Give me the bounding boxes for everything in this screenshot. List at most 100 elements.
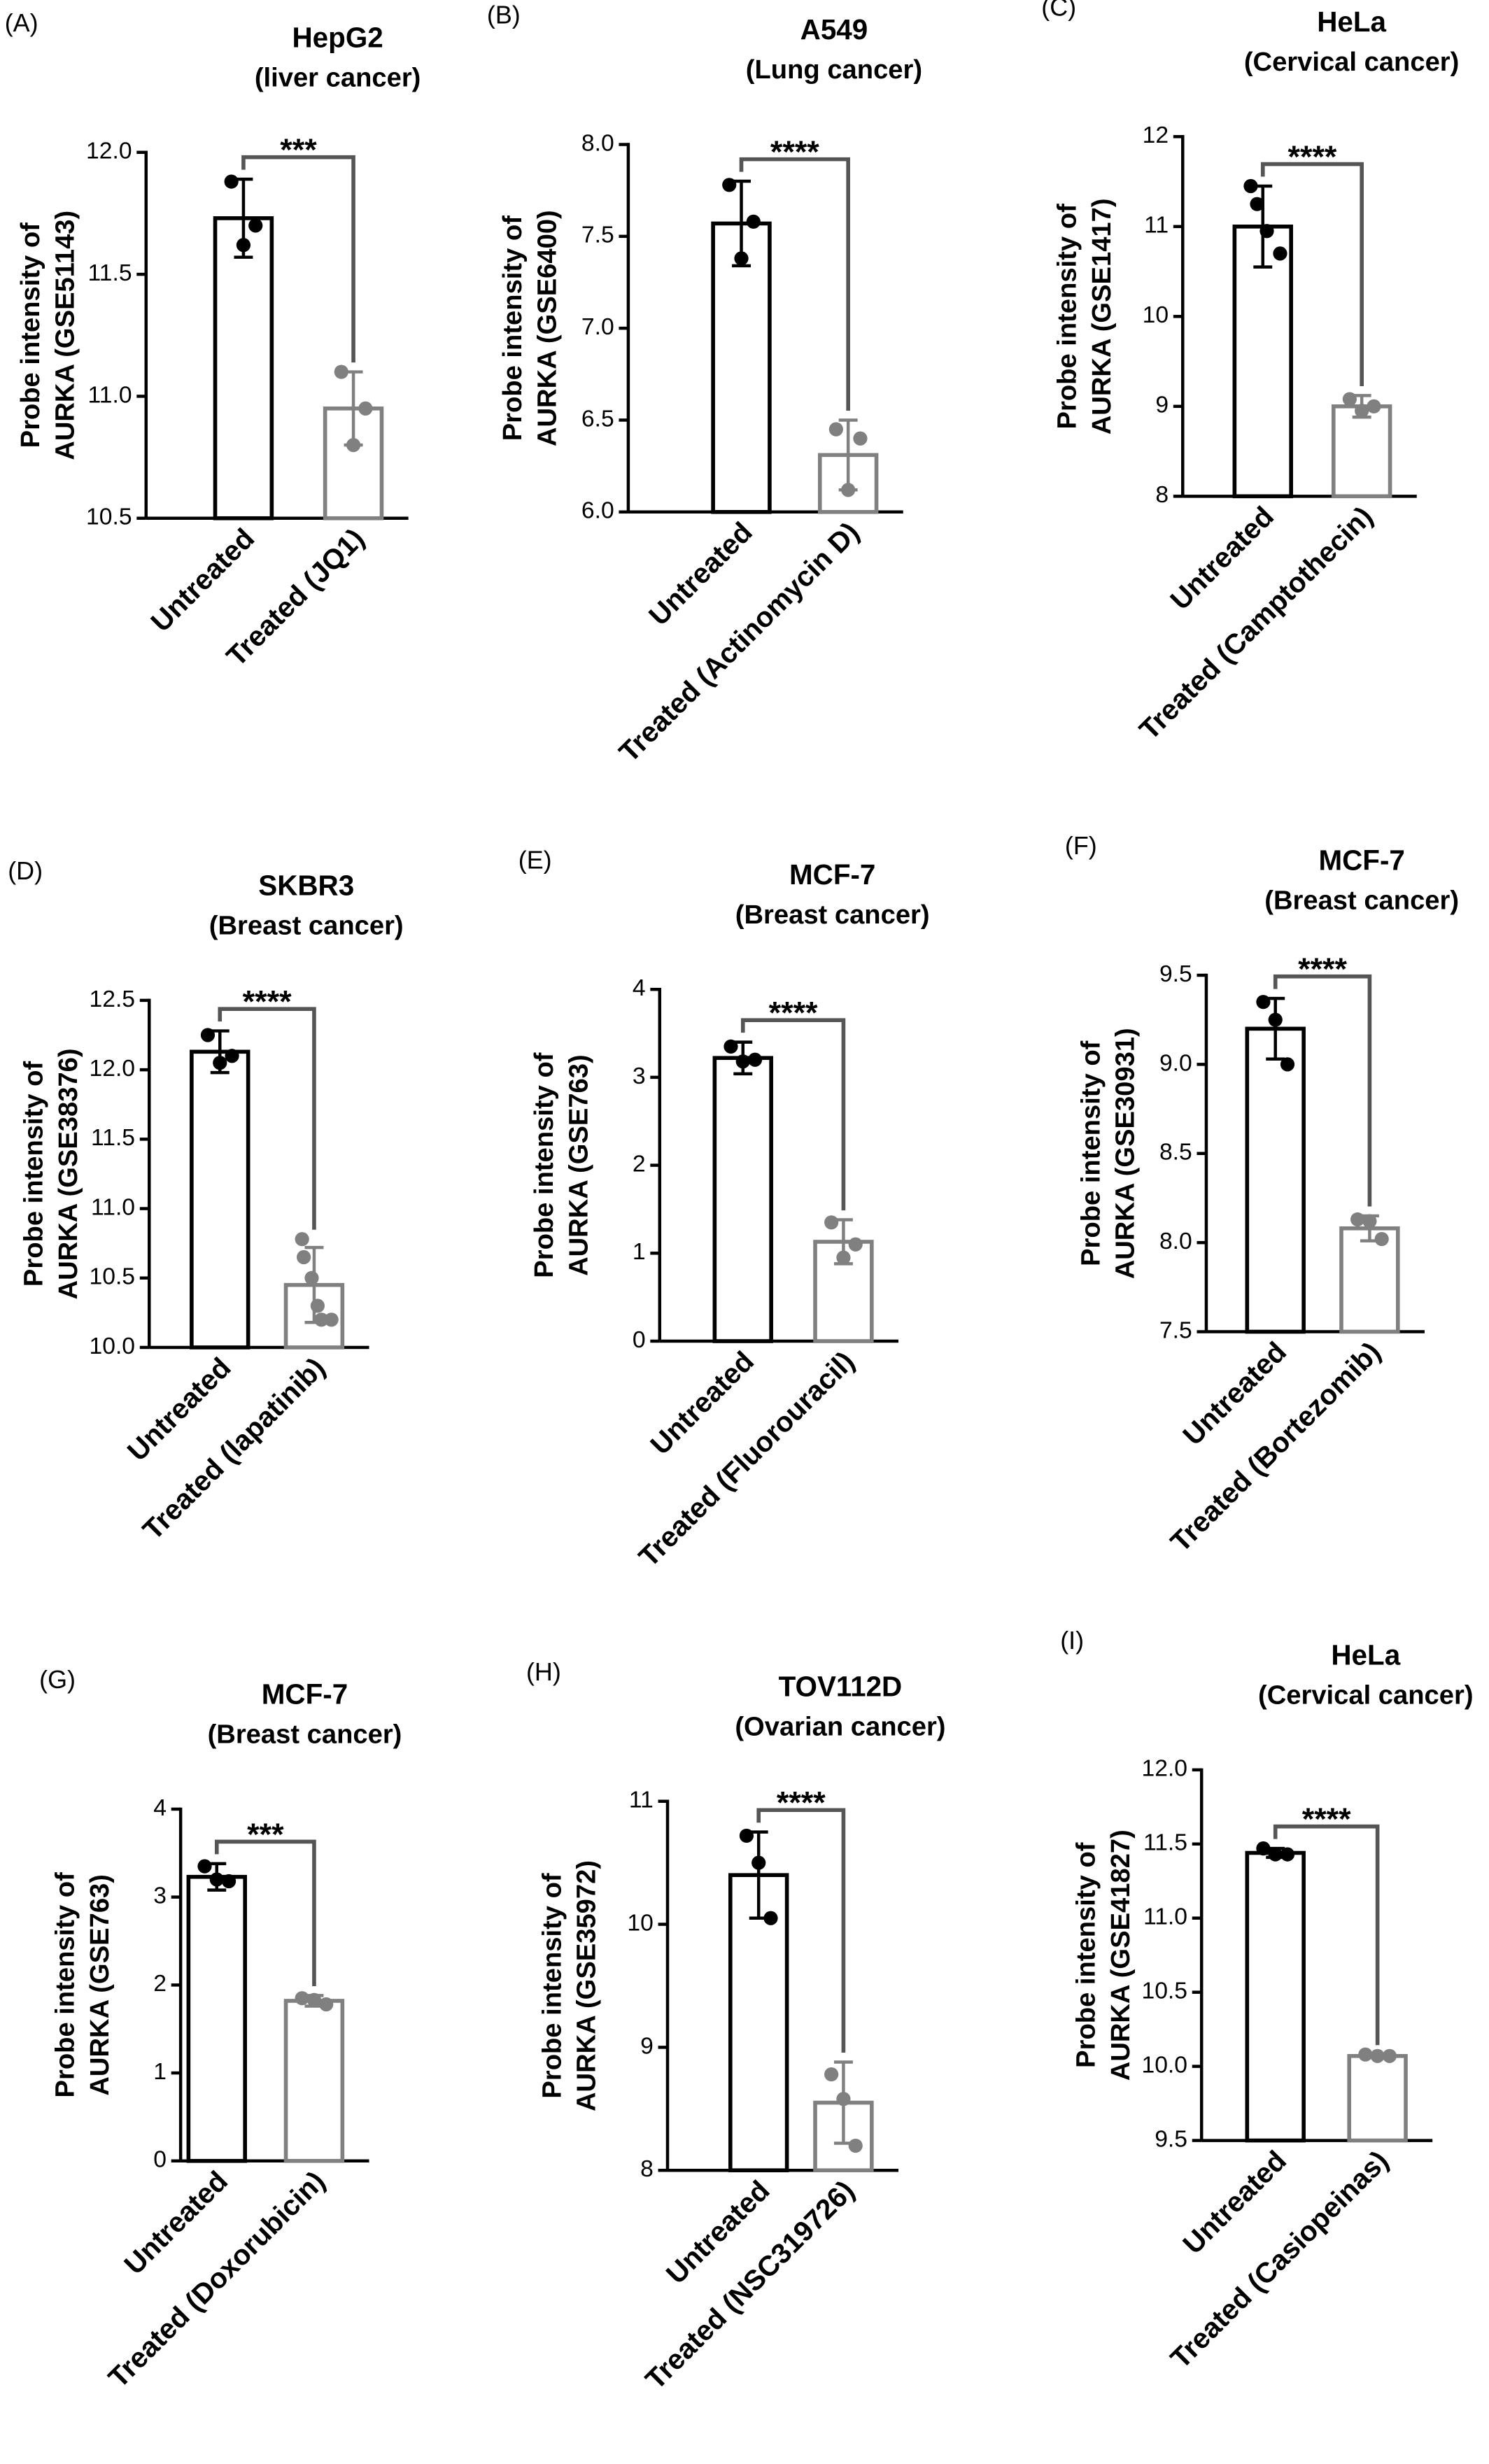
data-point <box>848 2138 863 2153</box>
chart-subtitle: (Lung cancer) <box>746 55 922 85</box>
data-point <box>1256 995 1271 1010</box>
data-point <box>310 1298 325 1313</box>
data-point <box>1370 2048 1385 2063</box>
data-point <box>824 1215 839 1230</box>
chart-title: HeLa <box>1317 6 1386 38</box>
significance-label: **** <box>1302 1801 1351 1836</box>
y-axis-label: AURKA (GSE1417) <box>1087 198 1117 434</box>
y-axis-label: Probe intensity of <box>1052 204 1082 430</box>
chart-title: MCF-7 <box>789 858 875 891</box>
panel: (H) TOV112D (Ovarian cancer) Probe intensit… <box>526 1657 946 2395</box>
panel-label: (A) <box>5 8 38 37</box>
data-point <box>848 1237 863 1252</box>
data-point <box>1374 1231 1389 1247</box>
data-point <box>824 2067 839 2082</box>
x-tick-label: Untreated <box>144 522 260 638</box>
y-tick-label: 11 <box>629 1787 654 1813</box>
y-axis-label: Probe intensity of <box>19 1061 49 1287</box>
data-point <box>306 1992 322 2007</box>
significance-bracket <box>241 155 355 363</box>
data-point <box>221 1874 237 1889</box>
y-tick-label: 9 <box>1155 392 1169 418</box>
panel: (A) HepG2 (liver cancer) Probe intensity of… <box>5 8 421 672</box>
data-point <box>1355 404 1369 418</box>
chart-title: HepG2 <box>292 21 383 53</box>
y-axis-label: Probe intensity of <box>537 1873 567 2099</box>
data-point <box>747 1052 763 1067</box>
panel-label: (F) <box>1065 831 1097 860</box>
chart-subtitle: (Cervical cancer) <box>1258 1680 1474 1711</box>
data-point <box>1273 246 1287 261</box>
bar <box>283 1999 345 2163</box>
significance-label: **** <box>769 995 818 1031</box>
bar <box>186 1874 247 2163</box>
data-point <box>1280 1847 1295 1862</box>
x-tick-label: Untreated <box>642 516 758 632</box>
panel: (F) MCF-7 (Breast cancer) Probe intensity o… <box>1065 831 1459 1558</box>
significance-label: **** <box>243 984 292 1019</box>
data-point <box>213 1056 227 1070</box>
data-point <box>334 364 348 379</box>
data-point <box>295 1232 309 1247</box>
chart-title: TOV112D <box>779 1670 903 1702</box>
y-tick-label: 8 <box>1155 482 1169 508</box>
y-tick-label: 11.5 <box>1143 1830 1187 1856</box>
y-tick-label: 3 <box>633 1063 646 1089</box>
data-point <box>853 431 868 446</box>
bar <box>1347 2053 1408 2143</box>
bar <box>1331 404 1392 499</box>
data-point <box>751 1855 766 1870</box>
y-tick-label: 12 <box>1143 122 1169 148</box>
data-point <box>197 1859 212 1874</box>
significance-bracket <box>756 1808 846 2053</box>
y-axis-label: AURKA (GSE38376) <box>53 1048 83 1299</box>
y-axis-label: Probe intensity of <box>1071 1842 1101 2068</box>
chart-title: SKBR3 <box>258 870 354 902</box>
y-axis-label: AURKA (GSE763) <box>564 1054 594 1276</box>
bar <box>712 1056 773 1343</box>
panel: (I) HeLa (Cervical cancer) Probe intensity … <box>1060 1626 1473 2374</box>
panel: (D) SKBR3 (Breast cancer) Probe intensity o… <box>8 856 403 1546</box>
panel-label: (G) <box>39 1665 76 1694</box>
data-point <box>346 438 361 453</box>
y-tick-label: 4 <box>153 1795 167 1821</box>
data-point <box>1243 178 1258 194</box>
chart-title: A549 <box>800 13 868 45</box>
y-tick-label: 10 <box>1143 302 1169 328</box>
data-point <box>297 1249 311 1265</box>
data-point <box>1362 1214 1377 1229</box>
data-point <box>304 1270 319 1285</box>
bar <box>1245 1026 1306 1334</box>
y-tick-label: 2 <box>633 1151 646 1177</box>
data-point <box>1268 1847 1283 1862</box>
y-tick-label: 10.5 <box>86 504 132 530</box>
significance-bracket <box>739 157 850 411</box>
data-point <box>224 174 239 189</box>
significance-bracket <box>214 1839 316 1986</box>
significance-label: **** <box>770 134 819 169</box>
data-point <box>739 1828 754 1843</box>
y-tick-label: 0 <box>153 2147 167 2173</box>
panel: (B) A549 (Lung cancer) Probe intensity of AU… <box>487 1 922 768</box>
panel-label: (C) <box>1041 0 1076 21</box>
y-axis-label: AURKA (GSE6400) <box>532 210 563 446</box>
data-point <box>324 1312 339 1327</box>
y-tick-label: 11.0 <box>1143 1904 1187 1930</box>
y-tick-label: 12.5 <box>90 986 136 1012</box>
data-point <box>841 483 856 497</box>
significance-label: **** <box>1288 139 1337 174</box>
y-tick-label: 8.5 <box>1159 1140 1192 1166</box>
chart-subtitle: (Cervical cancer) <box>1244 47 1460 77</box>
y-axis-label: Probe intensity of <box>497 215 528 441</box>
y-tick-label: 11.5 <box>91 1125 135 1151</box>
data-point <box>225 1049 239 1063</box>
y-tick-label: 9 <box>640 2033 654 2059</box>
chart-subtitle: (Ovarian cancer) <box>735 1711 945 1741</box>
y-axis-label: AURKA (GSE763) <box>85 1874 115 2096</box>
data-point <box>200 1028 216 1042</box>
y-tick-label: 12.0 <box>86 139 132 164</box>
y-axis-label: AURKA (GSE41827) <box>1106 1829 1136 2081</box>
data-point <box>209 1872 224 1887</box>
y-tick-label: 11.0 <box>91 1194 135 1220</box>
